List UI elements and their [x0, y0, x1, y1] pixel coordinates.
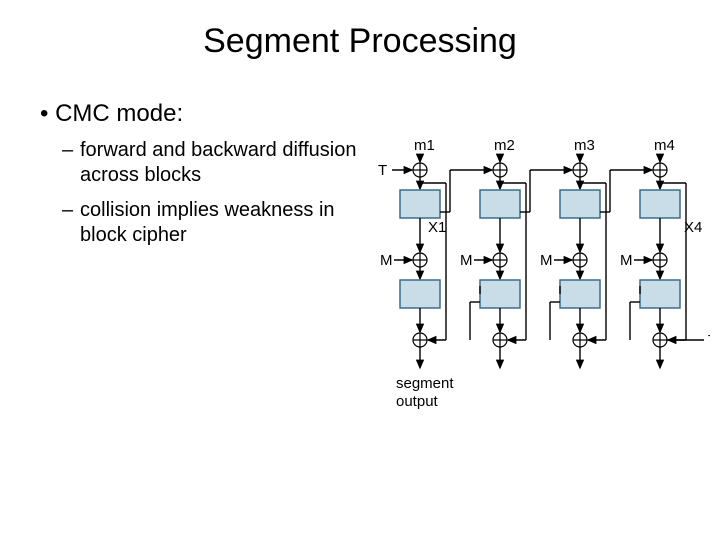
svg-text:m2: m2: [494, 137, 515, 154]
svg-text:X1: X1: [428, 219, 446, 236]
bullet-sub-2-text: collision implies weakness in block ciph…: [80, 199, 335, 246]
svg-text:T: T: [708, 332, 710, 349]
slide-title: Segment Processing: [0, 22, 720, 61]
bullet-sub-2: –collision implies weakness in block cip…: [80, 198, 360, 248]
bullet-sub-1: –forward and backward diffusion across b…: [80, 138, 360, 188]
svg-text:m1: m1: [414, 137, 435, 154]
svg-text:X4: X4: [684, 219, 702, 236]
svg-text:M: M: [380, 252, 393, 269]
bullet-sub-1-text: forward and backward diffusion across bl…: [80, 139, 356, 186]
svg-text:m4: m4: [654, 137, 675, 154]
svg-text:m3: m3: [574, 137, 595, 154]
bullet-main: CMC mode:: [40, 100, 183, 128]
cmc-diagram: m1 Mm2 Mm3 Mm4 M T X1 X4 Tsegmentoutput: [370, 130, 710, 430]
svg-text:T: T: [378, 162, 387, 179]
svg-text:M: M: [460, 252, 473, 269]
svg-text:output: output: [396, 393, 439, 410]
svg-text:M: M: [540, 252, 553, 269]
svg-text:M: M: [620, 252, 633, 269]
svg-text:segment: segment: [396, 375, 454, 392]
